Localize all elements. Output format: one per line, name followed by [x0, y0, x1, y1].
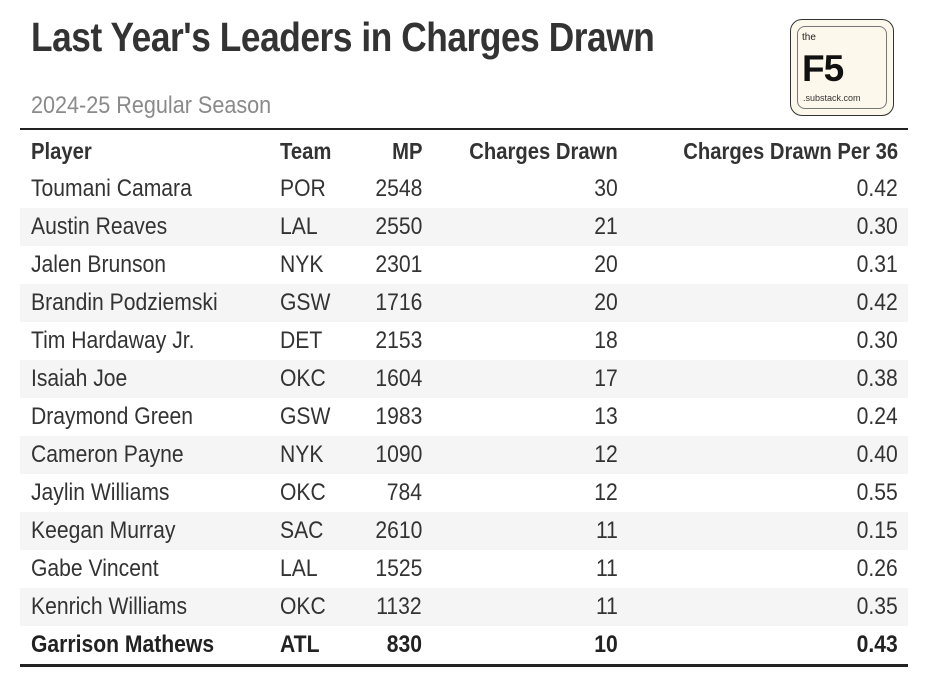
team-cell: OKC [269, 360, 342, 398]
charges-per-36-cell: 0.26 [856, 555, 898, 582]
charges-per-36-cell: 0.24 [856, 403, 898, 430]
table-row: Garrison Mathews ATL 830 10 0.43 [20, 626, 908, 664]
minutes-played-cell: 2610 [342, 512, 432, 550]
minutes-played-cell: 2153 [375, 327, 422, 354]
player-cell: Draymond Green [31, 403, 193, 430]
column-header-player: Player [31, 137, 92, 164]
team-cell: NYK [280, 251, 324, 278]
f5-substack-logo: the F5 .substack.com [790, 19, 894, 116]
charges-per-36-cell: 0.30 [628, 208, 908, 246]
charges-drawn-cell: 18 [594, 327, 618, 354]
player-cell: Toumani Camara [31, 175, 192, 202]
minutes-played-cell: 784 [386, 479, 422, 506]
charges-per-36-cell: 0.42 [628, 284, 908, 322]
charges-drawn-cell: 11 [596, 555, 618, 582]
column-header-charges-drawn: Charges Drawn [469, 137, 618, 164]
charges-drawn-cell: 13 [594, 403, 618, 430]
minutes-played-cell: 2548 [375, 175, 422, 202]
minutes-played-cell: 830 [386, 631, 422, 658]
player-cell: Tim Hardaway Jr. [31, 327, 195, 354]
minutes-played-cell: 1604 [342, 360, 432, 398]
player-cell: Jalen Brunson [31, 251, 167, 278]
charges-per-36-cell: 0.30 [856, 327, 898, 354]
minutes-played-cell: 1090 [342, 436, 432, 474]
column-header-team: Team [280, 137, 332, 164]
minutes-played-cell: 1983 [375, 403, 422, 430]
player-cell: Kenrich Williams [20, 588, 269, 626]
table-row: Isaiah Joe OKC 1604 17 0.38 [20, 360, 908, 398]
player-cell: Austin Reaves [20, 208, 269, 246]
charges-per-36-cell: 0.55 [856, 479, 898, 506]
player-cell: Cameron Payne [20, 436, 269, 474]
table-body: Toumani Camara POR 2548 30 0.42 Austin Reaves… [20, 170, 908, 664]
chart-subtitle: 2024-25 Regular Season [31, 92, 272, 119]
player-cell: Gabe Vincent [31, 555, 159, 582]
table-row: Gabe Vincent LAL 1525 11 0.26 [20, 550, 908, 588]
charges-drawn-cell: 11 [432, 512, 628, 550]
minutes-played-cell: 1132 [342, 588, 432, 626]
player-cell: Brandin Podziemski [20, 284, 269, 322]
charges-per-36-cell: 0.40 [628, 436, 908, 474]
charges-per-36-cell: 0.15 [628, 512, 908, 550]
charges-drawn-cell: 30 [594, 175, 618, 202]
table-row: Toumani Camara POR 2548 30 0.42 [20, 170, 908, 208]
team-cell: DET [280, 327, 323, 354]
player-cell: Keegan Murray [20, 512, 269, 550]
logo-brand-text: F5 [802, 48, 844, 89]
player-cell: Jaylin Williams [31, 479, 170, 506]
team-cell: LAL [280, 555, 318, 582]
team-cell: OKC [280, 479, 326, 506]
table-row: Cameron Payne NYK 1090 12 0.40 [20, 436, 908, 474]
charges-drawn-cell: 11 [432, 588, 628, 626]
team-cell: GSW [280, 403, 331, 430]
logo-the-text: the [802, 32, 816, 43]
table-row: Jalen Brunson NYK 2301 20 0.31 [20, 246, 908, 284]
logo-inner-border [797, 26, 887, 109]
player-cell: Isaiah Joe [20, 360, 269, 398]
leaders-table: Player Team MP Charges Drawn Charges Dra… [20, 132, 908, 664]
table-row: Tim Hardaway Jr. DET 2153 18 0.30 [20, 322, 908, 360]
minutes-played-cell: 1525 [375, 555, 422, 582]
minutes-played-cell: 1716 [342, 284, 432, 322]
charges-drawn-cell: 12 [432, 436, 628, 474]
table-row: Jaylin Williams OKC 784 12 0.55 [20, 474, 908, 512]
team-cell: ATL [280, 631, 320, 658]
team-cell: GSW [269, 284, 342, 322]
column-header-mp: MP [391, 137, 422, 164]
table-top-rule [20, 128, 908, 130]
charges-drawn-cell: 20 [594, 251, 618, 278]
minutes-played-cell: 2550 [342, 208, 432, 246]
charges-drawn-cell: 10 [594, 631, 618, 658]
minutes-played-cell: 2301 [375, 251, 422, 278]
charges-per-36-cell: 0.43 [856, 631, 898, 658]
table-row: Keegan Murray SAC 2610 11 0.15 [20, 512, 908, 550]
charges-drawn-cell: 20 [432, 284, 628, 322]
table-row: Draymond Green GSW 1983 13 0.24 [20, 398, 908, 436]
column-header-charges-per-36: Charges Drawn Per 36 [683, 137, 898, 164]
charges-per-36-cell: 0.42 [856, 175, 898, 202]
table-row: Austin Reaves LAL 2550 21 0.30 [20, 208, 908, 246]
team-cell: SAC [269, 512, 342, 550]
charges-per-36-cell: 0.35 [628, 588, 908, 626]
team-cell: OKC [269, 588, 342, 626]
table-row: Brandin Podziemski GSW 1716 20 0.42 [20, 284, 908, 322]
charges-per-36-cell: 0.31 [856, 251, 898, 278]
table-row: Kenrich Williams OKC 1132 11 0.35 [20, 588, 908, 626]
charges-per-36-cell: 0.38 [628, 360, 908, 398]
table-bottom-rule [20, 664, 908, 667]
team-cell: LAL [269, 208, 342, 246]
chart-title: Last Year's Leaders in Charges Drawn [31, 14, 655, 60]
charges-drawn-cell: 21 [432, 208, 628, 246]
player-cell: Garrison Mathews [31, 631, 215, 658]
team-cell: NYK [269, 436, 342, 474]
charges-drawn-cell: 12 [594, 479, 618, 506]
charges-drawn-cell: 17 [432, 360, 628, 398]
logo-domain-text: .substack.com [803, 93, 861, 103]
team-cell: POR [280, 175, 326, 202]
table-header-row: Player Team MP Charges Drawn Charges Dra… [20, 132, 908, 170]
